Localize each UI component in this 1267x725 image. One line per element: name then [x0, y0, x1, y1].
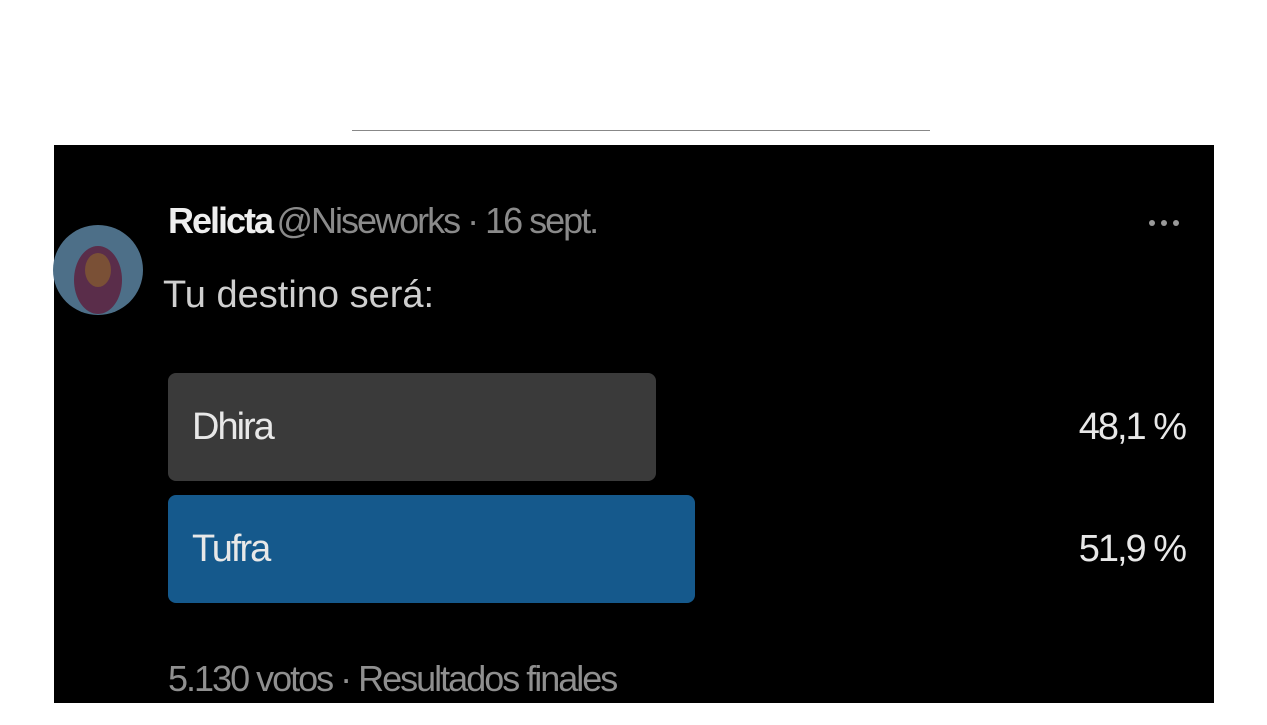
tweet-text: Tu destino será: [163, 274, 435, 316]
poll-bar [168, 373, 657, 481]
poll-percentage: 48,1 % [1078, 406, 1187, 448]
poll-option-label: Dhira [192, 406, 275, 448]
poll-footer: 5.130 votos · Resultados finales [168, 658, 618, 699]
poll-percentage: 51,9 % [1078, 528, 1187, 570]
more-menu[interactable] [1146, 216, 1182, 230]
author-name[interactable]: Relicta [168, 200, 274, 241]
tweet-header: Relicta @Niseworks · 16 sept. [168, 200, 600, 242]
avatar[interactable] [53, 190, 143, 350]
poll-option-label: Tufra [192, 528, 271, 570]
poll-bar [168, 495, 695, 603]
author-meta[interactable]: @Niseworks · 16 sept. [276, 200, 600, 241]
divider [352, 130, 930, 131]
